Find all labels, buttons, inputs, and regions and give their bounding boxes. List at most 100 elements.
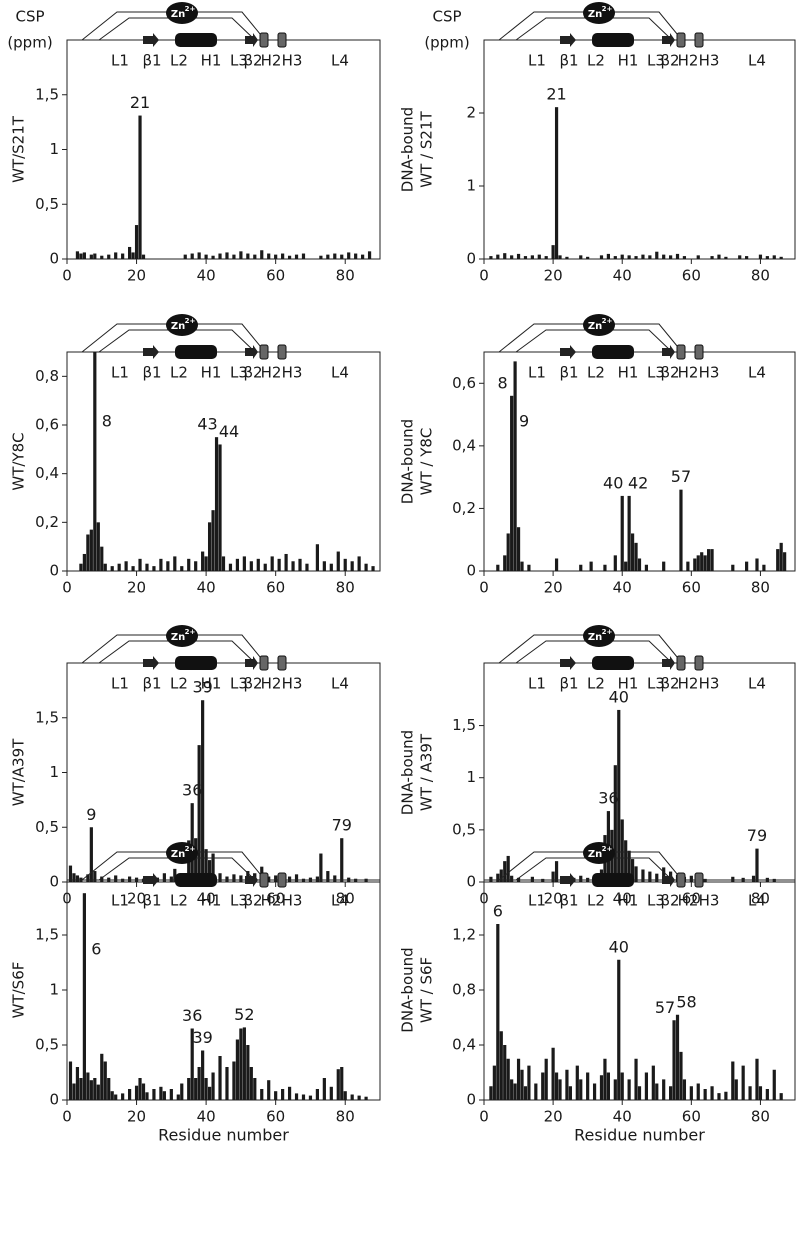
y-tick-label: 0: [49, 250, 59, 268]
zn-ion: [583, 625, 615, 647]
bar: [287, 255, 292, 259]
bar: [641, 254, 645, 259]
beta-strand: [662, 345, 675, 359]
bar: [114, 875, 118, 882]
schematic-label: H2: [678, 52, 699, 70]
plot-frame: [66, 662, 381, 883]
bar: [194, 1078, 198, 1100]
y-axis-label: DNA-bound: [399, 107, 417, 192]
bar: [613, 555, 617, 571]
bar: [340, 254, 344, 259]
bar: [110, 1091, 114, 1100]
beta-strand: [662, 656, 675, 670]
y-tick-label: 0,5: [35, 195, 59, 213]
bar: [152, 1089, 156, 1100]
zn-label: Zn: [171, 632, 185, 643]
bar: [201, 700, 205, 882]
bar: [637, 558, 642, 571]
beta-strand: [662, 873, 675, 887]
y-tick-label: 1,5: [35, 708, 59, 726]
y-tick-label: 0: [466, 873, 476, 891]
y-tick-label: 0,4: [452, 1036, 476, 1054]
bar: [134, 1085, 139, 1100]
zn-charge: 2+: [602, 317, 613, 325]
schematic-label: H1: [618, 52, 639, 70]
bar: [333, 253, 337, 259]
annotation: 39: [192, 1028, 212, 1047]
schematic-label: L4: [748, 675, 766, 693]
bar: [114, 1094, 118, 1100]
bar: [551, 1047, 555, 1100]
bar: [748, 1086, 752, 1100]
bar: [672, 1020, 676, 1100]
bar: [343, 558, 347, 571]
bar: [298, 558, 302, 571]
bar: [267, 876, 271, 882]
bar: [138, 558, 142, 571]
x-tick-label: 40: [613, 1108, 632, 1126]
bar: [86, 874, 90, 882]
y-axis-label: WT / S6F: [418, 957, 436, 1023]
bar: [554, 558, 559, 571]
bar: [239, 251, 243, 259]
schematic-label: H1: [201, 675, 222, 693]
bar: [634, 866, 638, 882]
bar: [530, 255, 534, 259]
zn-ion: [583, 314, 615, 336]
schematic-label: H2: [678, 892, 699, 910]
bar: [717, 254, 721, 259]
bar: [89, 827, 93, 882]
bar: [121, 1093, 125, 1100]
bar: [513, 361, 517, 571]
x-tick-label: 60: [682, 1108, 701, 1126]
annotation: 39: [192, 678, 212, 697]
y-tick-label: 0: [466, 250, 476, 268]
bar: [89, 1080, 93, 1100]
schematic-label: L4: [331, 892, 349, 910]
x-tick-label: 80: [336, 267, 355, 285]
x-tick-label: 60: [266, 267, 285, 285]
x-axis-label: Residue number: [158, 1126, 289, 1145]
annotation: 8: [498, 373, 508, 392]
x-tick-label: 20: [127, 267, 146, 285]
annotation: 21: [130, 93, 150, 112]
annotation: 44: [219, 422, 239, 441]
x-tick-label: 20: [544, 1108, 563, 1126]
bar: [682, 1079, 687, 1100]
bar: [159, 1086, 163, 1100]
schematic-label: β1: [559, 892, 578, 910]
bar: [537, 254, 541, 259]
bar: [765, 1089, 769, 1100]
bar: [641, 869, 645, 882]
y-axis-label: DNA-bound: [399, 730, 417, 815]
y-axis-label: WT/A39T: [10, 738, 28, 806]
bar: [96, 1084, 100, 1100]
bar: [138, 1078, 142, 1100]
schematic-label: β1: [142, 52, 161, 70]
x-tick-label: 60: [682, 890, 701, 908]
helix: [259, 32, 269, 48]
zn-label: Zn: [588, 9, 602, 20]
bar: [496, 924, 500, 1100]
bar: [489, 876, 493, 882]
x-tick-label: 60: [266, 890, 285, 908]
bar: [603, 1058, 607, 1100]
bar: [235, 1039, 240, 1100]
zn-label: Zn: [588, 849, 602, 860]
beta-strand: [560, 33, 576, 47]
bar: [211, 510, 215, 571]
bar: [201, 1050, 205, 1100]
bar: [503, 861, 507, 882]
x-tick-label: 80: [336, 890, 355, 908]
bar: [627, 850, 631, 882]
helix: [694, 655, 704, 671]
bar: [731, 876, 735, 882]
x-tick-label: 40: [197, 1108, 216, 1126]
bar: [637, 1086, 642, 1100]
bar: [89, 529, 93, 571]
bar: [510, 395, 514, 571]
bar: [558, 255, 562, 259]
bar: [357, 1095, 361, 1100]
bar: [669, 1086, 673, 1100]
